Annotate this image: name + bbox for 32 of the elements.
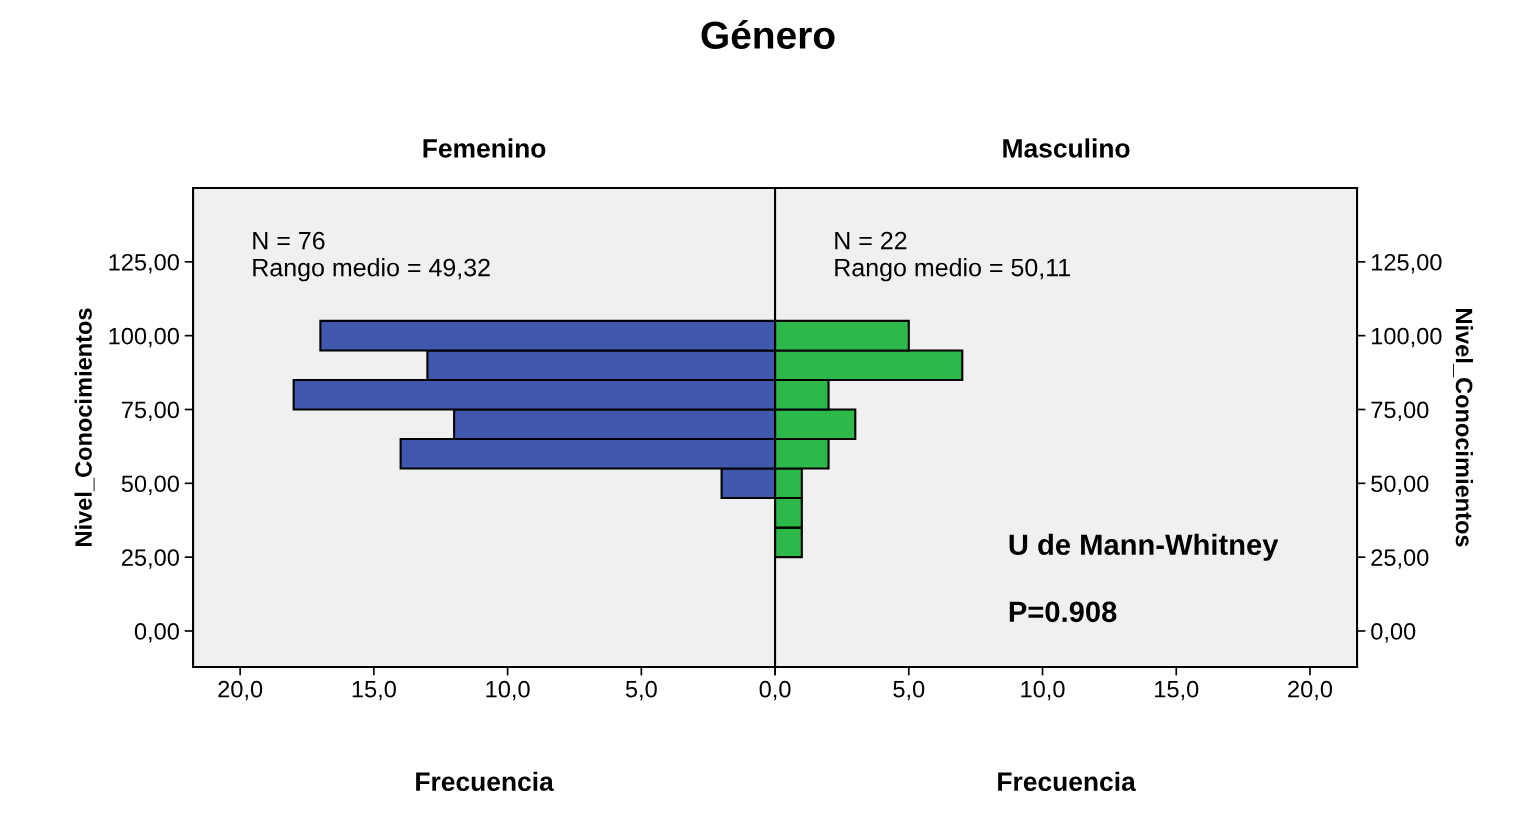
annotation: N = 22 Rango medio = 50,11 [835,231,1070,282]
y-tick-label: 125,00 [109,253,179,274]
x-tick-label: 10,0 [486,680,530,701]
y-tick-label: 50,00 [1371,475,1429,495]
y-tick-label: 75,00 [122,401,179,422]
x-tick-label: 15,0 [1155,680,1199,701]
y-tick-label: 0,00 [134,623,179,643]
y-tick-label: 25,00 [1371,549,1429,569]
x-tick-label: 20,0 [1288,680,1333,701]
y-tick-label: 100,00 [109,327,179,348]
x-tick-label: 5,0 [625,680,657,701]
chart-subtitle: Femenino [423,138,546,158]
x-tick-label: 10,0 [1021,680,1065,701]
y-axis-title: Nivel_Conocimientos [74,308,95,546]
chart-title: Género [701,20,835,49]
y-tick-label: 75,00 [1371,401,1429,422]
x-tick-label: 5,0 [893,680,925,701]
y-tick-label: 100,00 [1372,327,1442,348]
x-tick-label: 20,0 [218,680,263,701]
y-tick-label: 25,00 [121,549,179,569]
annotation: P=0.908 [1009,601,1117,623]
y-axis-title: Nivel_Conocimientos [1453,309,1474,547]
y-tick-label: 125,00 [1372,253,1442,274]
chart-subtitle: Masculino [1003,138,1130,158]
y-tick-label: 0,00 [1371,623,1416,643]
annotation: N = 76 Rango medio = 49,32 [253,231,490,282]
x-tick-label: 0,0 [759,680,791,701]
x-tick-label: 15,0 [352,680,396,701]
y-tick-label: 50,00 [121,475,179,495]
x-axis-title: Frecuencia [416,771,554,792]
annotation: U de Mann-Whitney [1009,533,1279,561]
x-axis-title: Frecuencia [998,771,1136,792]
